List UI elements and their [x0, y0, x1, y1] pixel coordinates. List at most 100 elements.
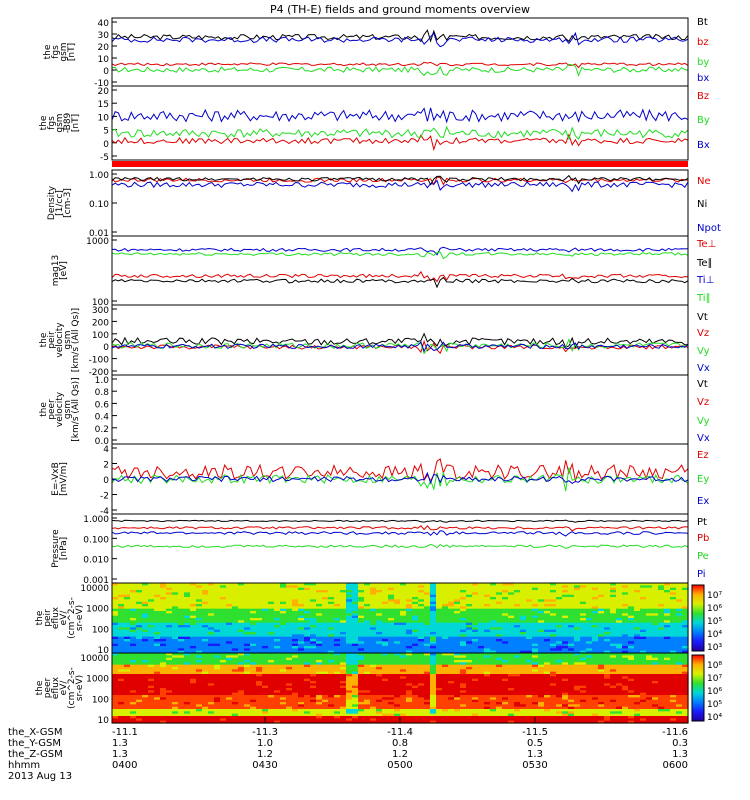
heatmap-cell: [334, 618, 341, 621]
heatmap-cell: [268, 629, 275, 633]
heatmap-cell: [184, 583, 191, 586]
heatmap-cell: [160, 604, 167, 607]
heatmap-cell: [202, 587, 209, 591]
heatmap-cell: [184, 699, 191, 703]
heatmap-cell: [130, 653, 137, 656]
heatmap-cell: [334, 622, 341, 626]
heatmap-cell: [520, 599, 527, 603]
heatmap-cell: [460, 590, 467, 593]
heatmap-cell: [172, 583, 179, 586]
heatmap-cell: [148, 594, 155, 598]
heatmap-cell: [448, 702, 455, 705]
heatmap-cell: [268, 594, 275, 598]
heatmap-cell: [184, 585, 191, 589]
heatmap-cell: [412, 608, 419, 612]
heatmap-cell: [226, 604, 233, 607]
heatmap-cell: [184, 641, 191, 645]
heatmap-cell: [256, 692, 263, 696]
heatmap-cell: [340, 657, 347, 661]
heatmap-cell: [478, 657, 485, 661]
heatmap-cell: [490, 583, 497, 586]
heatmap-cell: [424, 692, 431, 696]
heatmap-cell: [310, 711, 317, 715]
heatmap-cell: [298, 594, 305, 598]
heatmap-cell: [478, 674, 485, 677]
heatmap-cell: [304, 704, 311, 708]
heatmap-cell: [112, 615, 119, 619]
heatmap-cell: [136, 718, 143, 722]
heatmap-cell: [238, 664, 245, 668]
heatmap-cell: [244, 660, 251, 663]
heatmap-cell: [382, 643, 389, 647]
heatmap-cell: [424, 695, 431, 698]
heatmap-cell: [322, 699, 329, 703]
heatmap-cell: [400, 655, 407, 659]
heatmap-cell: [214, 646, 221, 649]
series-line-Te⊥: [111, 270, 689, 283]
heatmap-cell: [358, 625, 365, 628]
heatmap-cell: [388, 667, 395, 670]
heatmap-cell: [628, 643, 635, 647]
heatmap-cell: [340, 622, 347, 626]
heatmap-cell: [472, 720, 479, 724]
heatmap-cell: [508, 590, 515, 593]
heatmap-cell: [298, 697, 305, 701]
heatmap-cell: [232, 699, 239, 703]
heatmap-cell: [118, 669, 125, 673]
heatmap-cell: [544, 643, 551, 647]
heatmap-cell: [316, 587, 323, 591]
heatmap-cell: [112, 594, 119, 598]
heatmap-cell: [154, 594, 161, 598]
heatmap-cell: [628, 594, 635, 598]
heatmap-cell: [274, 669, 281, 673]
heatmap-cell: [628, 627, 635, 631]
heatmap-cell: [520, 615, 527, 619]
legend-label-Vy: Vy: [697, 346, 710, 357]
heatmap-cell: [232, 667, 239, 670]
heatmap-cell: [508, 615, 515, 619]
heatmap-cell: [400, 662, 407, 666]
heatmap-cell: [676, 606, 683, 610]
heatmap-cell: [622, 629, 629, 633]
heatmap-cell: [484, 676, 491, 680]
heatmap-cell: [388, 597, 395, 600]
heatmap-cell: [340, 634, 347, 638]
heatmap-cell: [430, 711, 437, 715]
heatmap-cell: [148, 597, 155, 600]
heatmap-cell: [238, 716, 245, 719]
heatmap-cell: [526, 601, 533, 605]
heatmap-cell: [292, 643, 299, 647]
heatmap-cell: [412, 594, 419, 598]
heatmap-cell: [388, 583, 395, 586]
heatmap-cell: [430, 702, 437, 705]
heatmap-cell: [424, 671, 431, 675]
heatmap-cell: [442, 648, 449, 652]
heatmap-cell: [598, 641, 605, 645]
heatmap-cell: [424, 702, 431, 705]
heatmap-cell: [562, 636, 569, 640]
heatmap-cell: [340, 699, 347, 703]
heatmap-cell: [382, 597, 389, 600]
heatmap-cell: [298, 678, 305, 682]
heatmap-cell: [238, 643, 245, 647]
heatmap-cell: [340, 599, 347, 603]
heatmap-cell: [364, 681, 371, 684]
heatmap-cell: [346, 690, 353, 694]
heatmap-cell: [208, 604, 215, 607]
heatmap-cell: [220, 660, 227, 663]
heatmap-cell: [604, 648, 611, 652]
heatmap-cell: [268, 606, 275, 610]
heatmap-cell: [286, 704, 293, 708]
heatmap-cell: [130, 676, 137, 680]
heatmap-cell: [178, 716, 185, 719]
heatmap-cell: [574, 604, 581, 607]
heatmap-cell: [364, 597, 371, 600]
heatmap-cell: [676, 599, 683, 603]
heatmap-cell: [460, 592, 467, 596]
heatmap-cell: [232, 587, 239, 591]
heatmap-cell: [640, 608, 647, 612]
heatmap-cell: [466, 648, 473, 652]
heatmap-cell: [286, 634, 293, 638]
heatmap-cell: [112, 601, 119, 605]
heatmap-cell: [292, 650, 299, 654]
